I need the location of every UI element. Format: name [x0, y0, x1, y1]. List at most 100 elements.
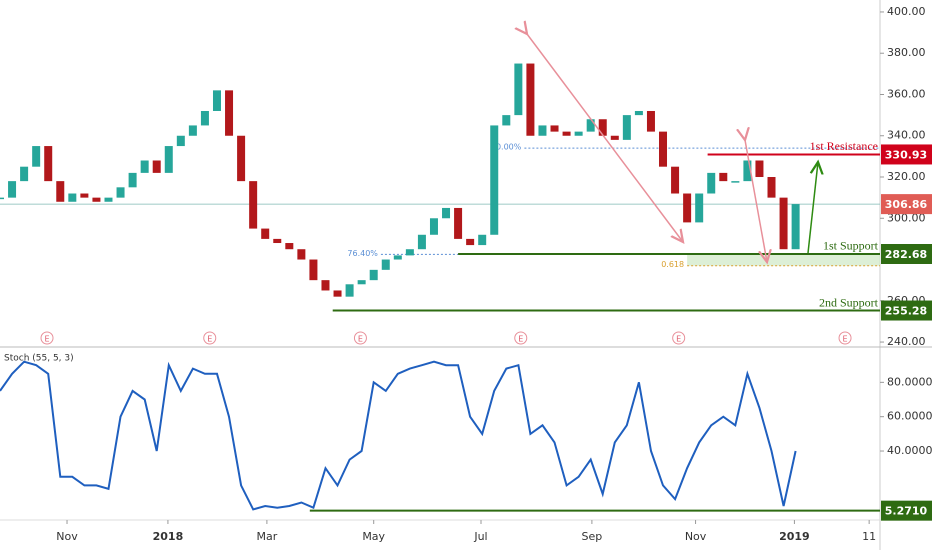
candle [44, 146, 53, 182]
candle [176, 135, 185, 147]
event-label: E [44, 335, 49, 344]
level-label: 1st Resistance [810, 139, 878, 153]
y-tick-label: 300.00 [887, 211, 926, 224]
event-label: E [207, 335, 212, 344]
candle [719, 172, 728, 182]
x-tick-label: 2018 [153, 530, 184, 543]
event-marker [353, 331, 367, 345]
value-box-label: 306.86 [885, 198, 928, 211]
value-box [881, 300, 932, 321]
value-box-label: 5.2710 [885, 505, 928, 518]
event-label: E [843, 335, 848, 344]
candle [128, 172, 137, 188]
candle [610, 135, 619, 140]
candle [707, 172, 716, 194]
y-tick-label: 80.0000 [887, 375, 932, 388]
event-marker [203, 331, 217, 345]
value-box [881, 194, 932, 215]
candle [92, 197, 101, 202]
x-tick-label: Sep [582, 530, 603, 543]
zone [687, 253, 880, 266]
arrow [745, 140, 767, 262]
event-label: E [676, 335, 681, 344]
candle [514, 63, 523, 116]
candle [646, 110, 655, 132]
x-tick-label: 2019 [779, 530, 810, 543]
x-tick-label: May [362, 530, 385, 543]
y-tick-label: 380.00 [887, 46, 926, 59]
fib-label: 76.40% [347, 249, 378, 258]
candle [8, 181, 17, 198]
event-marker [514, 331, 528, 345]
candle [309, 259, 318, 281]
event-marker [672, 331, 686, 345]
value-box-label: 282.68 [885, 248, 927, 261]
candle [200, 110, 209, 126]
fib-label: 0.618 [661, 260, 684, 269]
candle [381, 259, 390, 270]
event-marker [838, 331, 852, 345]
x-tick-label: Mar [257, 530, 278, 543]
candle [237, 135, 246, 182]
candle [273, 238, 282, 244]
candle [429, 218, 438, 235]
candle [574, 131, 583, 136]
candle [140, 160, 149, 173]
candle [442, 207, 451, 219]
candle [297, 249, 306, 260]
candle [502, 115, 511, 126]
candle [598, 119, 607, 136]
x-tick-label: Jul [473, 530, 487, 543]
candle [164, 146, 173, 173]
candle [116, 187, 125, 198]
y-tick-label: 320.00 [887, 170, 926, 183]
candle [104, 197, 113, 202]
candle [731, 181, 740, 183]
candle [586, 119, 595, 132]
y-tick-label: 60.0000 [887, 410, 932, 423]
candle [261, 228, 270, 239]
candle [0, 197, 4, 200]
value-box [881, 500, 932, 521]
candle [755, 160, 764, 178]
candle [321, 280, 330, 291]
y-tick-label: 340.00 [887, 129, 926, 142]
candle [634, 110, 643, 116]
candle [369, 269, 378, 281]
candle [562, 131, 571, 136]
candle [550, 125, 559, 132]
level-label: 1st Support [823, 239, 879, 253]
candle [285, 243, 294, 250]
candle [466, 238, 475, 246]
level-label: 2nd Support [819, 295, 879, 309]
candle [345, 284, 354, 297]
value-box-label: 330.93 [885, 148, 927, 161]
drawings [527, 34, 818, 262]
candle [80, 193, 89, 198]
candle [538, 125, 547, 136]
candle [20, 166, 29, 182]
candle [249, 181, 258, 229]
y-tick-label: 240.00 [887, 335, 926, 348]
candle [56, 181, 65, 202]
y-tick-label: 40.0000 [887, 444, 932, 457]
candle [767, 177, 776, 198]
candle [779, 197, 788, 250]
candle [478, 234, 487, 246]
event-marker [40, 331, 54, 345]
candle [393, 255, 402, 260]
candle [622, 115, 631, 140]
candle [188, 125, 197, 136]
arrow [807, 162, 818, 254]
candle [212, 90, 221, 111]
candle [659, 131, 668, 167]
event-label: E [358, 335, 363, 344]
candle [32, 146, 41, 167]
candle [417, 234, 426, 250]
candle [454, 207, 463, 239]
candle [683, 193, 692, 223]
value-box [881, 144, 932, 165]
arrow [527, 34, 683, 242]
candle [405, 249, 414, 256]
